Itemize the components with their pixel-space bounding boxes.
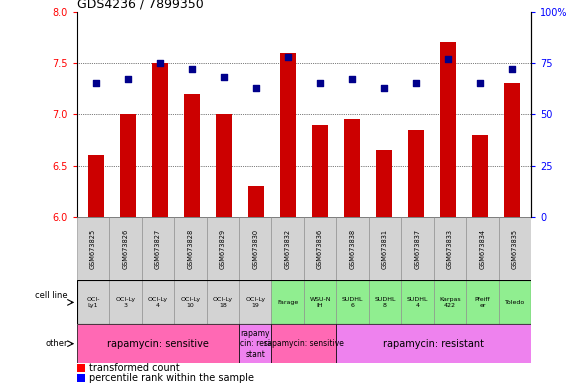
Bar bbox=[472, 135, 488, 217]
Bar bbox=[272, 280, 304, 324]
Text: Karpas
422: Karpas 422 bbox=[439, 297, 461, 308]
Bar bbox=[376, 150, 392, 217]
Text: GSM673838: GSM673838 bbox=[349, 228, 356, 269]
Text: OCI-
Ly1: OCI- Ly1 bbox=[86, 297, 99, 308]
Bar bbox=[77, 364, 85, 372]
Text: GSM673825: GSM673825 bbox=[90, 228, 96, 269]
Bar bbox=[207, 217, 239, 280]
Bar bbox=[344, 119, 360, 217]
Bar bbox=[77, 217, 109, 280]
Text: OCI-Ly
3: OCI-Ly 3 bbox=[115, 297, 135, 308]
Text: transformed count: transformed count bbox=[89, 362, 180, 372]
Text: OCI-Ly
18: OCI-Ly 18 bbox=[212, 297, 233, 308]
Text: cell line: cell line bbox=[35, 291, 68, 300]
Bar bbox=[369, 217, 401, 280]
Bar bbox=[141, 217, 174, 280]
Bar bbox=[408, 130, 424, 217]
Text: Toledo: Toledo bbox=[505, 300, 525, 305]
Bar bbox=[272, 217, 304, 280]
Text: GSM673834: GSM673834 bbox=[479, 228, 486, 269]
Bar bbox=[304, 217, 336, 280]
Text: rapamycin: sensitive: rapamycin: sensitive bbox=[264, 339, 344, 348]
Text: GSM673833: GSM673833 bbox=[447, 228, 453, 269]
Text: SUDHL
4: SUDHL 4 bbox=[407, 297, 428, 308]
Bar bbox=[401, 217, 434, 280]
Bar bbox=[174, 217, 207, 280]
Bar bbox=[336, 324, 531, 363]
Point bbox=[91, 80, 101, 86]
Text: GSM673835: GSM673835 bbox=[512, 228, 518, 269]
Point bbox=[444, 56, 453, 62]
Text: Pfeiff
er: Pfeiff er bbox=[475, 297, 490, 308]
Bar bbox=[239, 217, 272, 280]
Point bbox=[219, 74, 228, 80]
Text: SUDHL
6: SUDHL 6 bbox=[342, 297, 364, 308]
Bar bbox=[336, 280, 369, 324]
Point bbox=[507, 66, 516, 72]
Text: GSM673827: GSM673827 bbox=[155, 228, 161, 269]
Bar bbox=[77, 374, 85, 382]
Point bbox=[475, 80, 485, 86]
Text: rapamy
cin: resi
stant: rapamy cin: resi stant bbox=[240, 329, 270, 359]
Text: Farage: Farage bbox=[277, 300, 298, 305]
Bar bbox=[248, 186, 264, 217]
Point bbox=[251, 84, 260, 91]
Bar bbox=[280, 53, 296, 217]
Text: GSM673831: GSM673831 bbox=[382, 228, 388, 269]
Text: OCI-Ly
4: OCI-Ly 4 bbox=[148, 297, 168, 308]
Point bbox=[411, 80, 420, 86]
Bar bbox=[434, 217, 466, 280]
Bar bbox=[141, 280, 174, 324]
Point bbox=[348, 76, 357, 83]
Bar bbox=[312, 124, 328, 217]
Bar bbox=[174, 280, 207, 324]
Bar bbox=[152, 63, 168, 217]
Bar bbox=[369, 280, 401, 324]
Bar bbox=[109, 280, 141, 324]
Bar bbox=[499, 217, 531, 280]
Text: SUDHL
8: SUDHL 8 bbox=[374, 297, 396, 308]
Bar bbox=[239, 324, 272, 363]
Text: GSM673826: GSM673826 bbox=[122, 228, 128, 269]
Bar bbox=[499, 280, 531, 324]
Point bbox=[283, 54, 293, 60]
Point bbox=[123, 76, 132, 83]
Bar bbox=[77, 280, 109, 324]
Text: percentile rank within the sample: percentile rank within the sample bbox=[89, 373, 254, 383]
Bar bbox=[336, 217, 369, 280]
Text: OCI-Ly
10: OCI-Ly 10 bbox=[180, 297, 201, 308]
Bar bbox=[207, 280, 239, 324]
Bar bbox=[401, 280, 434, 324]
Text: GSM673836: GSM673836 bbox=[317, 228, 323, 269]
Bar bbox=[466, 280, 499, 324]
Text: WSU-N
IH: WSU-N IH bbox=[310, 297, 331, 308]
Bar bbox=[120, 114, 136, 217]
Bar bbox=[304, 280, 336, 324]
Bar bbox=[88, 156, 104, 217]
Bar bbox=[272, 324, 336, 363]
Bar bbox=[109, 217, 141, 280]
Text: GSM673829: GSM673829 bbox=[220, 228, 225, 269]
Point bbox=[155, 60, 164, 66]
Text: OCI-Ly
19: OCI-Ly 19 bbox=[245, 297, 265, 308]
Text: GSM673832: GSM673832 bbox=[285, 228, 291, 269]
Text: other: other bbox=[45, 339, 68, 348]
Bar bbox=[184, 94, 200, 217]
Point bbox=[187, 66, 197, 72]
Point bbox=[379, 84, 389, 91]
Bar bbox=[239, 280, 272, 324]
Bar bbox=[434, 280, 466, 324]
Text: GSM673837: GSM673837 bbox=[415, 228, 420, 269]
Bar bbox=[504, 83, 520, 217]
Bar bbox=[466, 217, 499, 280]
Text: rapamycin: sensitive: rapamycin: sensitive bbox=[107, 339, 209, 349]
Text: rapamycin: resistant: rapamycin: resistant bbox=[383, 339, 484, 349]
Bar bbox=[216, 114, 232, 217]
Point bbox=[315, 80, 324, 86]
Bar bbox=[77, 324, 239, 363]
Text: GSM673828: GSM673828 bbox=[187, 228, 193, 269]
Bar bbox=[440, 42, 456, 217]
Text: GSM673830: GSM673830 bbox=[252, 228, 258, 269]
Text: GDS4236 / 7899350: GDS4236 / 7899350 bbox=[77, 0, 203, 10]
